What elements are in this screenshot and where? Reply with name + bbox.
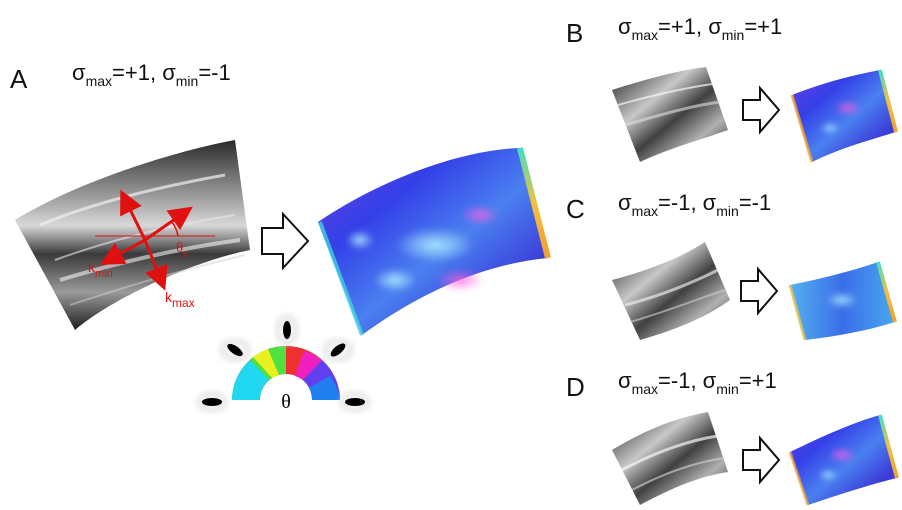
panel-a-output-surface (318, 147, 551, 336)
panel-c-output-surface (788, 261, 897, 341)
panel-c-input-surface (612, 242, 730, 340)
kmin-label: kmin (88, 259, 113, 280)
orientation-glyphs (197, 315, 370, 412)
panel-b-arrow (742, 85, 781, 135)
panel-letter-b: B (566, 18, 584, 48)
panel-letter-c: C (566, 194, 585, 224)
vector-labels: kmin kmax θs (88, 240, 195, 310)
panel-d-arrow (742, 435, 781, 485)
kmax-label: kmax (165, 289, 195, 310)
panel-d-output-surface (788, 414, 899, 506)
panel-c-label: σmax=-1, σmin=-1 (618, 190, 772, 219)
panel-b-input-surface (612, 67, 728, 162)
orientation-colorwheel: θ (197, 315, 370, 413)
panel-d-input-surface (612, 412, 728, 505)
theta-s-label: θs (176, 240, 187, 260)
panel-letter-d: D (566, 372, 585, 402)
panel-b-label: σmax=+1, σmin=+1 (618, 14, 783, 43)
panel-b-output-surface (790, 69, 898, 163)
panel-letter-a: A (10, 64, 28, 94)
panel-a-label: σmax=+1, σmin=-1 (72, 60, 231, 89)
colorwheel-theta-label: θ (281, 391, 291, 413)
panel-a-input-surface (15, 140, 250, 330)
panel-a-arrow (261, 211, 310, 271)
panel-d-label: σmax=-1, σmin=+1 (618, 368, 777, 397)
panel-c-arrow (740, 266, 779, 316)
